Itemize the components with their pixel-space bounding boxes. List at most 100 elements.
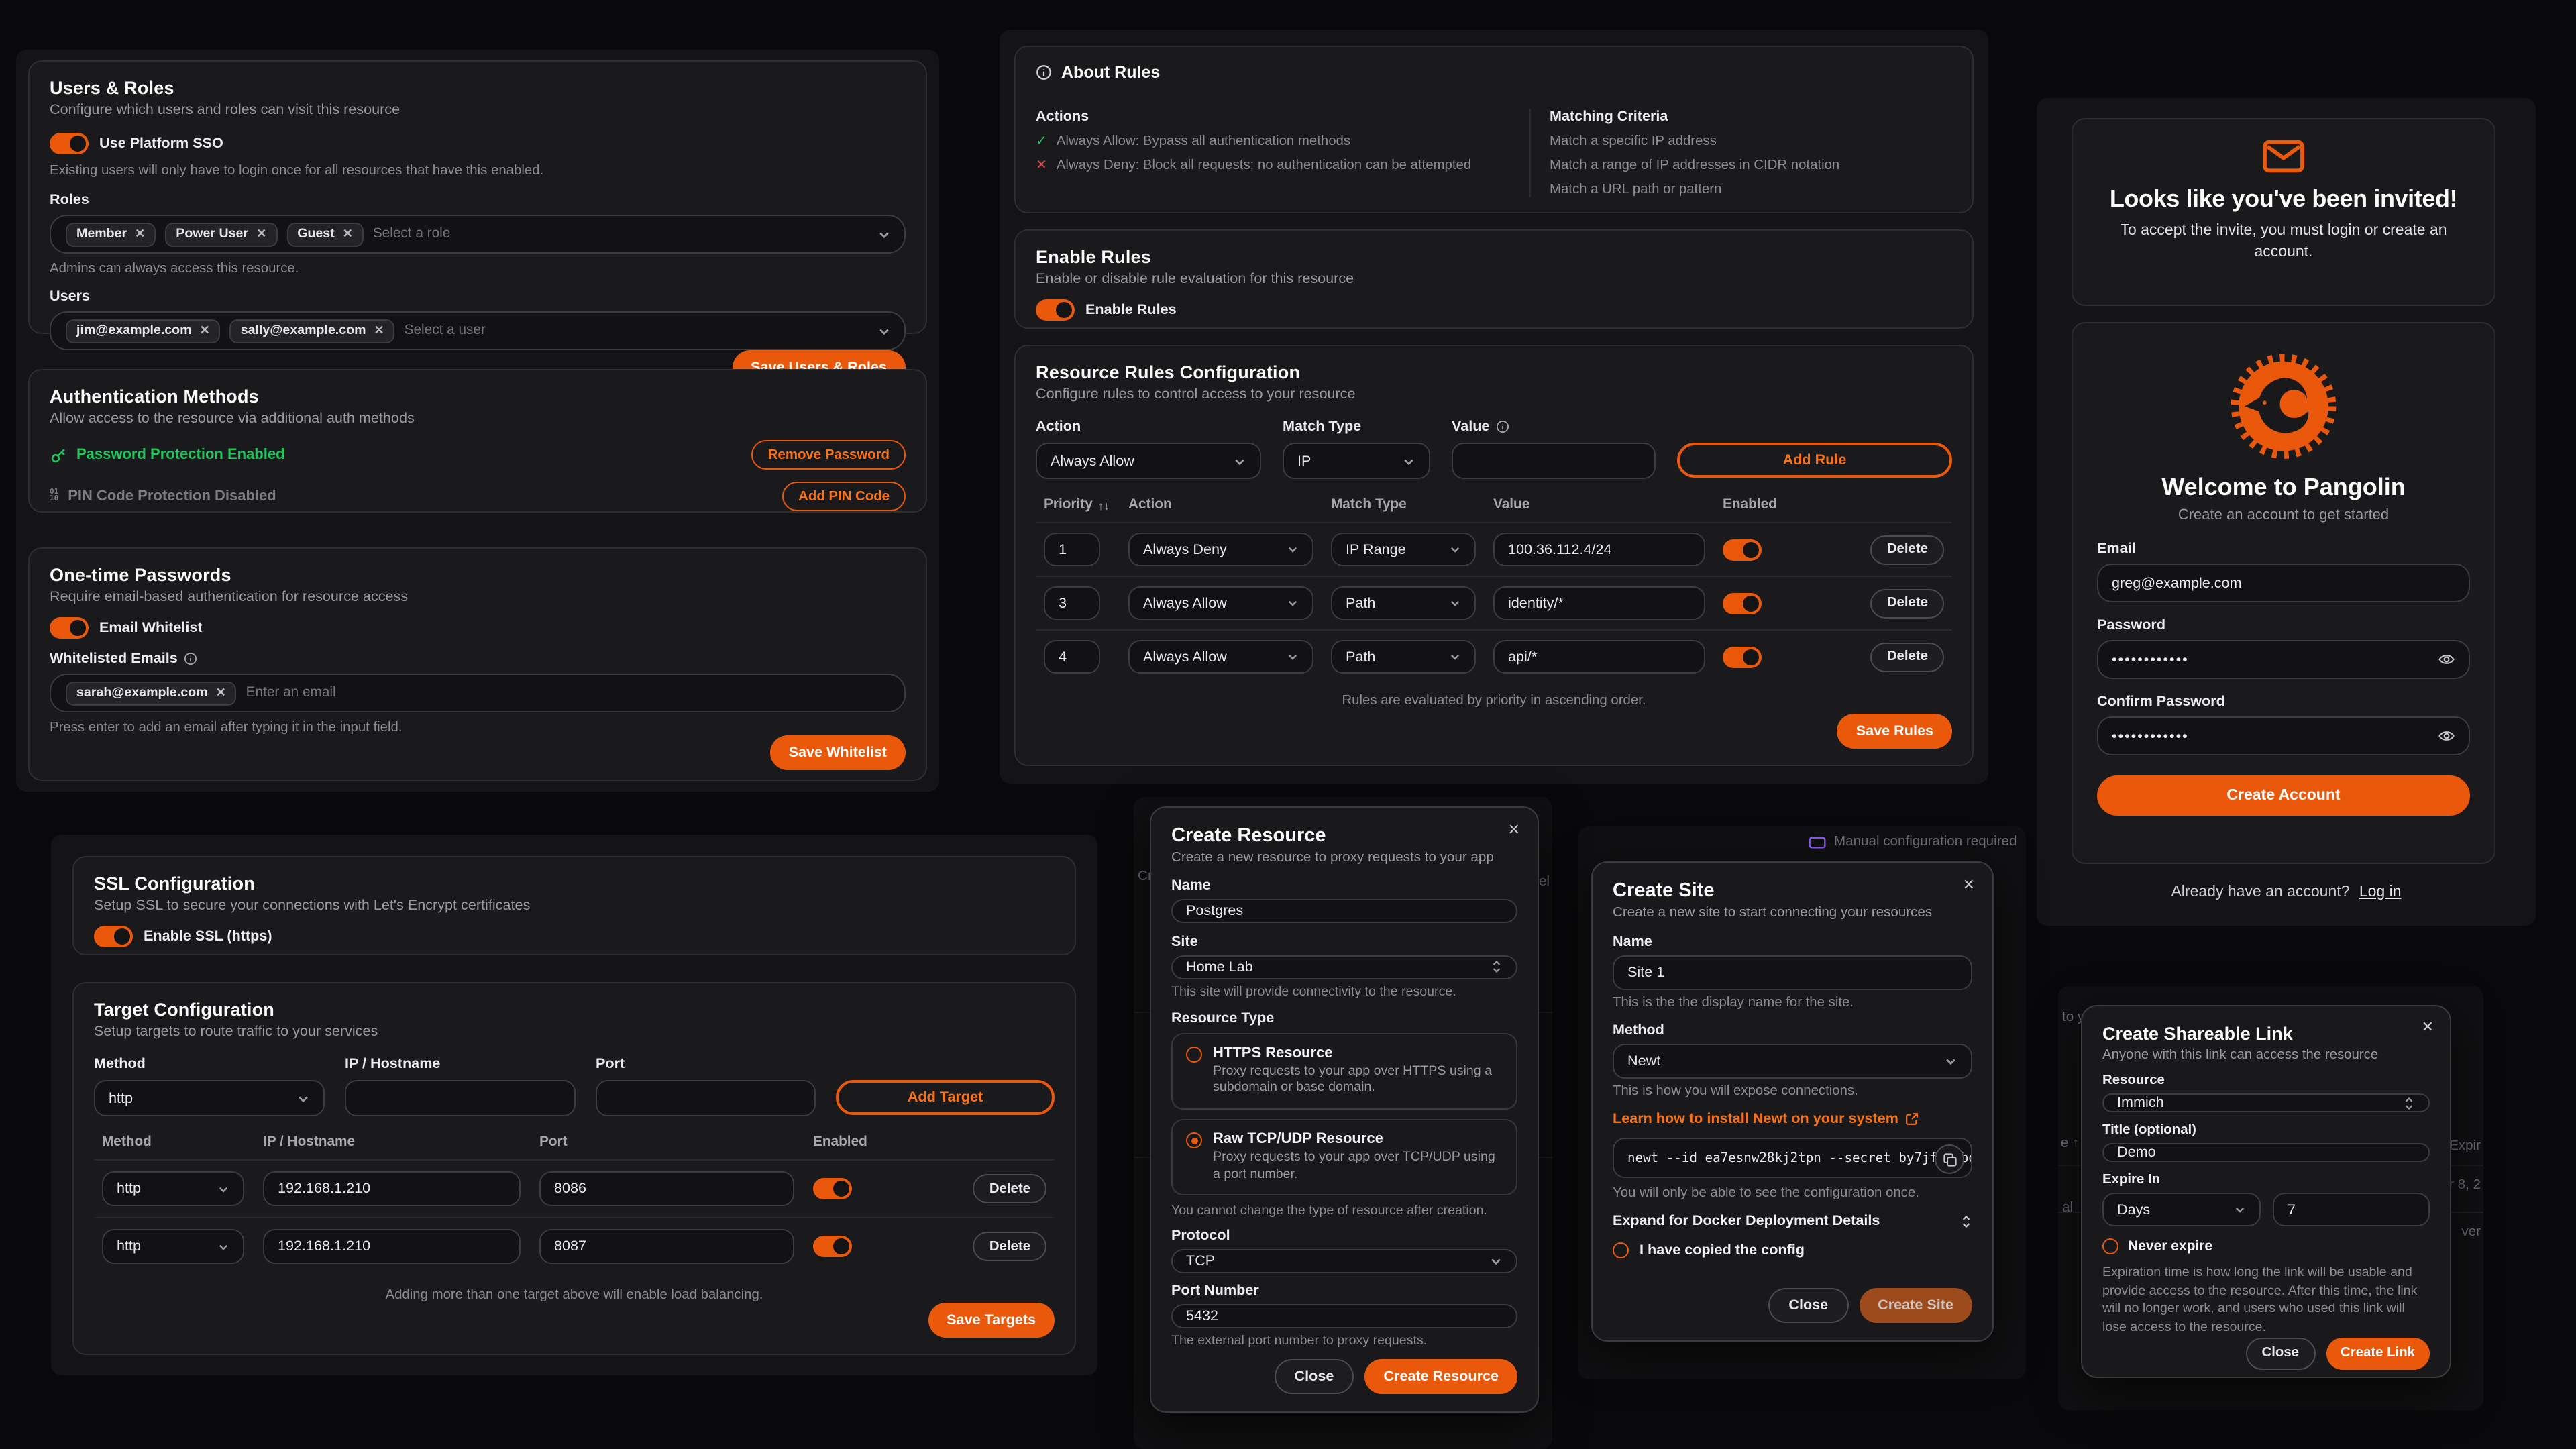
priority-header[interactable]: Priority bbox=[1044, 498, 1093, 513]
close-button[interactable]: Close bbox=[1768, 1288, 1849, 1323]
remove-icon[interactable]: ✕ bbox=[342, 227, 353, 240]
save-rules-button[interactable]: Save Rules bbox=[1837, 714, 1952, 749]
close-icon[interactable]: ✕ bbox=[2421, 1020, 2434, 1036]
chevrons-up-down-icon[interactable] bbox=[1960, 1214, 1972, 1228]
remove-icon[interactable]: ✕ bbox=[135, 227, 146, 240]
rule-match-select[interactable]: IP Range bbox=[1331, 533, 1476, 566]
host-input[interactable] bbox=[345, 1080, 576, 1116]
roles-multiselect[interactable]: Member ✕ Power User ✕ Guest ✕ Select a role bbox=[50, 215, 906, 254]
rule-match-select[interactable]: Path bbox=[1331, 640, 1476, 674]
close-icon[interactable]: ✕ bbox=[1962, 877, 1975, 894]
priority-input[interactable]: 3 bbox=[1044, 586, 1100, 620]
resource-name-input[interactable]: Postgres bbox=[1171, 899, 1517, 923]
emails-multiselect[interactable]: sarah@example.com ✕ Enter an email bbox=[50, 674, 906, 712]
match-type-select[interactable]: IP bbox=[1283, 443, 1430, 479]
site-select[interactable]: Home Lab bbox=[1171, 955, 1517, 979]
enabled-header: Enabled bbox=[1723, 498, 1777, 513]
email-field[interactable]: greg@example.com bbox=[2097, 564, 2470, 602]
password-field[interactable]: •••••••••••• bbox=[2097, 640, 2470, 679]
expire-value-input[interactable]: 7 bbox=[2273, 1193, 2430, 1226]
title-input[interactable]: Demo bbox=[2102, 1143, 2430, 1162]
ssl-toggle[interactable] bbox=[94, 926, 133, 947]
target-enabled-toggle[interactable] bbox=[813, 1178, 852, 1199]
rule-match-select[interactable]: Path bbox=[1331, 586, 1476, 620]
login-link[interactable]: Log in bbox=[2359, 884, 2402, 900]
chevron-down-icon bbox=[217, 1183, 229, 1195]
action-select[interactable]: Always Allow bbox=[1036, 443, 1261, 479]
target-port-input[interactable]: 8086 bbox=[539, 1171, 794, 1206]
delete-rule-button[interactable]: Delete bbox=[1870, 642, 1944, 672]
chevron-down-icon bbox=[1287, 597, 1299, 609]
docker-expand-label[interactable]: Expand for Docker Deployment Details bbox=[1613, 1213, 1880, 1229]
target-port-input[interactable]: 8087 bbox=[539, 1229, 794, 1264]
add-pin-button[interactable]: Add PIN Code bbox=[782, 482, 906, 511]
value-input[interactable] bbox=[1452, 443, 1656, 479]
chevrons-up-down-icon bbox=[1491, 959, 1503, 974]
never-expire-radio[interactable] bbox=[2102, 1238, 2118, 1254]
users-multiselect[interactable]: jim@example.com ✕ sally@example.com ✕ Sele… bbox=[50, 311, 906, 350]
port-number-input[interactable]: 5432 bbox=[1171, 1304, 1517, 1328]
learn-newt-link[interactable]: Learn how to install Newt on your system bbox=[1613, 1111, 1898, 1127]
create-resource-button[interactable]: Create Resource bbox=[1364, 1359, 1517, 1394]
rule-enabled-toggle[interactable] bbox=[1723, 592, 1762, 614]
copied-config-radio[interactable] bbox=[1613, 1242, 1629, 1258]
close-button[interactable]: Close bbox=[2245, 1337, 2316, 1370]
save-whitelist-button[interactable]: Save Whitelist bbox=[769, 735, 906, 770]
email-whitelist-toggle[interactable] bbox=[50, 617, 89, 639]
remove-icon[interactable]: ✕ bbox=[374, 323, 384, 337]
target-method-select[interactable]: http bbox=[102, 1229, 244, 1264]
create-site-button[interactable]: Create Site bbox=[1859, 1288, 1972, 1323]
radio-icon[interactable] bbox=[1186, 1132, 1202, 1148]
card-desc: Configure rules to control access to you… bbox=[1036, 386, 1356, 402]
sort-icon[interactable]: ↑↓ bbox=[1097, 498, 1110, 512]
rule-action-select[interactable]: Always Deny bbox=[1128, 533, 1313, 566]
priority-input[interactable]: 1 bbox=[1044, 533, 1100, 566]
protocol-select[interactable]: TCP bbox=[1171, 1249, 1517, 1274]
method-select[interactable]: Newt bbox=[1613, 1044, 1972, 1079]
create-account-button[interactable]: Create Account bbox=[2097, 775, 2470, 816]
eye-icon[interactable] bbox=[2438, 727, 2455, 745]
eye-icon[interactable] bbox=[2438, 651, 2455, 668]
delete-target-button[interactable]: Delete bbox=[973, 1232, 1046, 1261]
target-host-input[interactable]: 192.168.1.210 bbox=[263, 1171, 521, 1206]
rule-value-input[interactable]: 100.36.112.4/24 bbox=[1493, 533, 1705, 566]
sso-toggle[interactable] bbox=[50, 133, 89, 154]
background-fragment: Expir bbox=[2449, 1139, 2481, 1154]
close-icon[interactable]: ✕ bbox=[1507, 822, 1520, 839]
expire-unit-select[interactable]: Days bbox=[2102, 1193, 2261, 1226]
rule-action-select[interactable]: Always Allow bbox=[1128, 640, 1313, 674]
target-enabled-toggle[interactable] bbox=[813, 1236, 852, 1257]
target-host-input[interactable]: 192.168.1.210 bbox=[263, 1229, 521, 1264]
confirm-password-field[interactable]: •••••••••••• bbox=[2097, 716, 2470, 755]
enable-rules-toggle[interactable] bbox=[1036, 299, 1075, 321]
priority-input[interactable]: 4 bbox=[1044, 640, 1100, 674]
remove-icon[interactable]: ✕ bbox=[256, 227, 267, 240]
delete-target-button[interactable]: Delete bbox=[973, 1174, 1046, 1203]
name-label: Name bbox=[1171, 877, 1211, 894]
raw-resource-option[interactable]: Raw TCP/UDP Resource Proxy requests to y… bbox=[1171, 1119, 1517, 1196]
rule-action-select[interactable]: Always Allow bbox=[1128, 586, 1313, 620]
method-select[interactable]: http bbox=[94, 1080, 325, 1116]
resource-select[interactable]: Immich bbox=[2102, 1093, 2430, 1112]
add-rule-button[interactable]: Add Rule bbox=[1677, 443, 1952, 478]
rule-enabled-toggle[interactable] bbox=[1723, 539, 1762, 560]
delete-rule-button[interactable]: Delete bbox=[1870, 588, 1944, 618]
copy-icon[interactable] bbox=[1935, 1144, 1964, 1174]
close-button[interactable]: Close bbox=[1274, 1359, 1354, 1394]
remove-icon[interactable]: ✕ bbox=[215, 686, 226, 699]
port-input[interactable] bbox=[596, 1080, 816, 1116]
add-target-button[interactable]: Add Target bbox=[836, 1080, 1055, 1115]
https-resource-option[interactable]: HTTPS Resource Proxy requests to your ap… bbox=[1171, 1032, 1517, 1110]
target-method-select[interactable]: http bbox=[102, 1171, 244, 1206]
rule-enabled-toggle[interactable] bbox=[1723, 646, 1762, 667]
rule-value-input[interactable]: api/* bbox=[1493, 640, 1705, 674]
remove-password-button[interactable]: Remove Password bbox=[751, 440, 906, 470]
rule-value-input[interactable]: identity/* bbox=[1493, 586, 1705, 620]
delete-rule-button[interactable]: Delete bbox=[1870, 535, 1944, 564]
create-link-button[interactable]: Create Link bbox=[2326, 1337, 2430, 1370]
site-name-input[interactable]: Site 1 bbox=[1613, 955, 1972, 990]
radio-icon[interactable] bbox=[1186, 1046, 1202, 1063]
newt-config-code[interactable]: newt --id ea7esnw28kj2tpn --secret by7jf… bbox=[1613, 1138, 1972, 1178]
save-targets-button[interactable]: Save Targets bbox=[928, 1303, 1055, 1338]
remove-icon[interactable]: ✕ bbox=[199, 323, 210, 337]
